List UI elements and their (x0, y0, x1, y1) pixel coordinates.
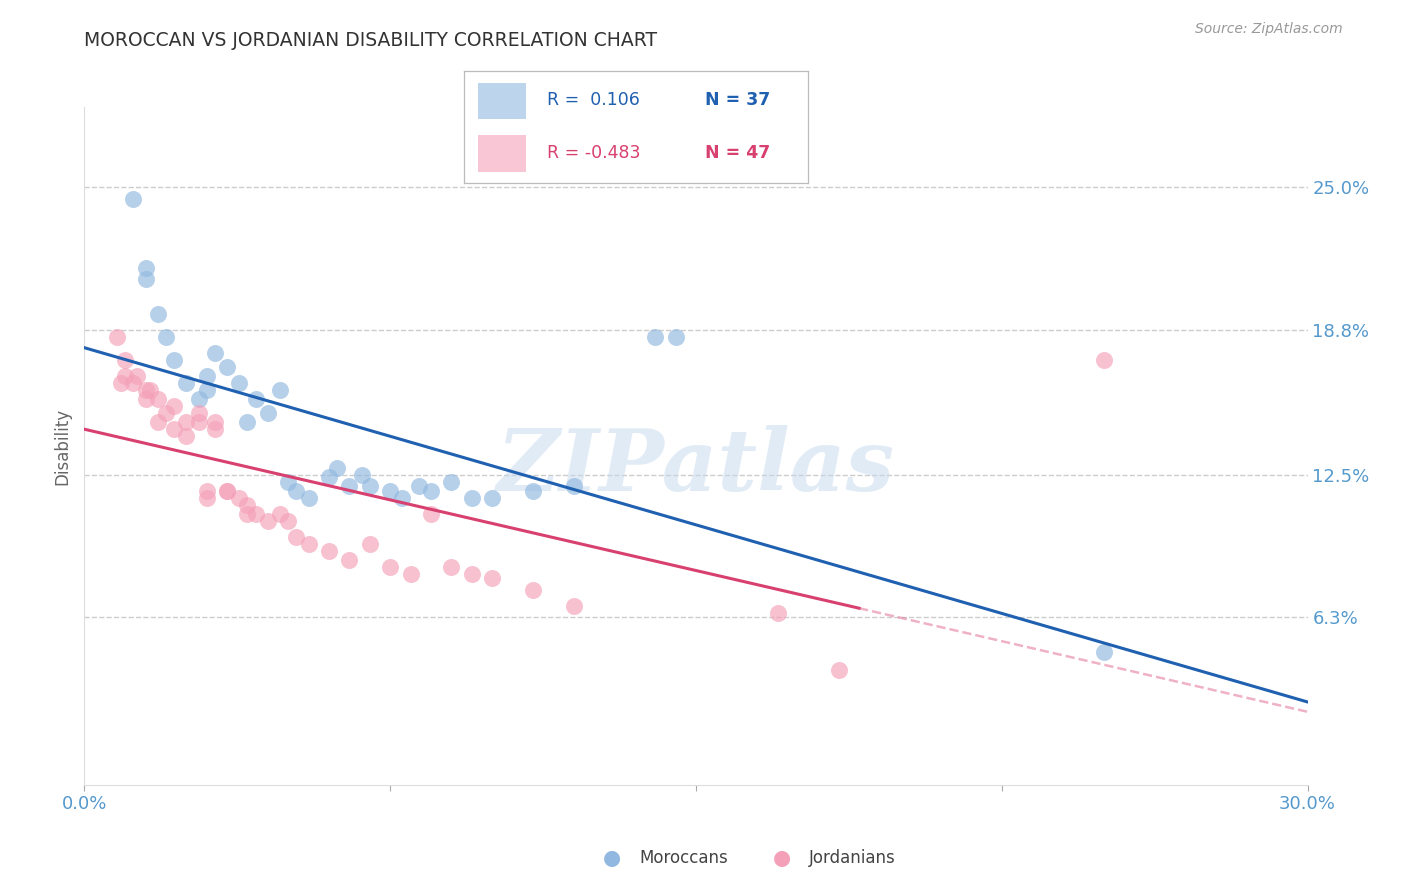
Point (350, 467, 373, 482)
Point (204, 415, 226, 429)
Text: Source: ZipAtlas.com: Source: ZipAtlas.com (1195, 22, 1343, 37)
Point (420, 507, 443, 521)
Point (257, 514, 280, 528)
Point (326, 460, 349, 475)
Point (828, 663, 851, 677)
Point (245, 392, 267, 406)
Point (440, 559, 463, 574)
Point (1092, 352, 1115, 367)
Bar (478, 83, 526, 120)
Point (562, 479, 585, 493)
Text: Moroccans: Moroccans (640, 849, 728, 867)
Point (138, 383, 160, 397)
Point (380, 559, 402, 574)
Point (461, 491, 484, 505)
Point (135, 260, 157, 275)
Point (269, 507, 291, 521)
Point (217, 483, 239, 498)
Point (146, 307, 169, 321)
Point (105, 330, 128, 344)
Point (665, 330, 688, 344)
Point (440, 475, 463, 489)
Point (176, 428, 198, 442)
Text: ZIPatlas: ZIPatlas (496, 425, 896, 508)
Point (176, 415, 198, 429)
Point (127, 368, 149, 383)
Point (562, 599, 585, 613)
Point (245, 507, 267, 521)
Point (339, 553, 361, 567)
Point (204, 346, 226, 360)
Point (163, 399, 186, 413)
Point (187, 392, 209, 406)
Text: N = 37: N = 37 (704, 91, 770, 110)
Text: N = 47: N = 47 (704, 144, 770, 161)
Point (318, 470, 340, 484)
Point (285, 530, 308, 544)
Point (298, 536, 321, 550)
Point (195, 483, 218, 498)
Point (318, 543, 340, 558)
Point (339, 479, 361, 493)
Point (135, 272, 157, 286)
Point (187, 415, 209, 429)
Text: ●: ● (773, 848, 790, 868)
Point (391, 491, 413, 505)
Point (380, 483, 402, 498)
Point (122, 192, 145, 206)
Point (176, 376, 198, 390)
Point (236, 415, 259, 429)
Point (228, 491, 250, 505)
Point (204, 422, 226, 436)
Point (155, 406, 177, 420)
Point (110, 376, 132, 390)
Text: MOROCCAN VS JORDANIAN DISABILITY CORRELATION CHART: MOROCCAN VS JORDANIAN DISABILITY CORRELA… (84, 31, 658, 50)
Y-axis label: Disability: Disability (53, 408, 72, 484)
Point (399, 566, 422, 581)
Text: R =  0.106: R = 0.106 (547, 91, 640, 110)
Point (766, 606, 789, 620)
Point (114, 368, 136, 383)
Point (195, 368, 218, 383)
Point (522, 483, 544, 498)
Text: Jordanians: Jordanians (808, 849, 896, 867)
Point (257, 406, 280, 420)
Point (236, 498, 259, 512)
Point (285, 483, 308, 498)
Point (163, 422, 186, 436)
Point (236, 507, 259, 521)
Point (269, 383, 291, 397)
Point (155, 330, 177, 344)
Bar (478, 135, 526, 171)
Point (481, 491, 503, 505)
Point (277, 475, 299, 489)
Point (461, 566, 484, 581)
Point (187, 406, 209, 420)
Point (408, 479, 430, 493)
Point (217, 359, 239, 374)
Point (114, 352, 136, 367)
Point (481, 571, 503, 585)
Point (522, 582, 544, 597)
Point (135, 383, 157, 397)
Point (298, 491, 321, 505)
Point (163, 352, 186, 367)
Point (195, 491, 218, 505)
Point (228, 376, 250, 390)
Point (1092, 645, 1115, 659)
Point (644, 330, 666, 344)
Point (217, 483, 239, 498)
Text: R = -0.483: R = -0.483 (547, 144, 640, 161)
Point (359, 536, 381, 550)
Point (146, 392, 169, 406)
Point (122, 376, 145, 390)
Point (195, 383, 218, 397)
Point (277, 514, 299, 528)
Point (146, 415, 169, 429)
Point (359, 479, 381, 493)
Point (135, 392, 157, 406)
Point (420, 483, 443, 498)
Text: ●: ● (603, 848, 620, 868)
